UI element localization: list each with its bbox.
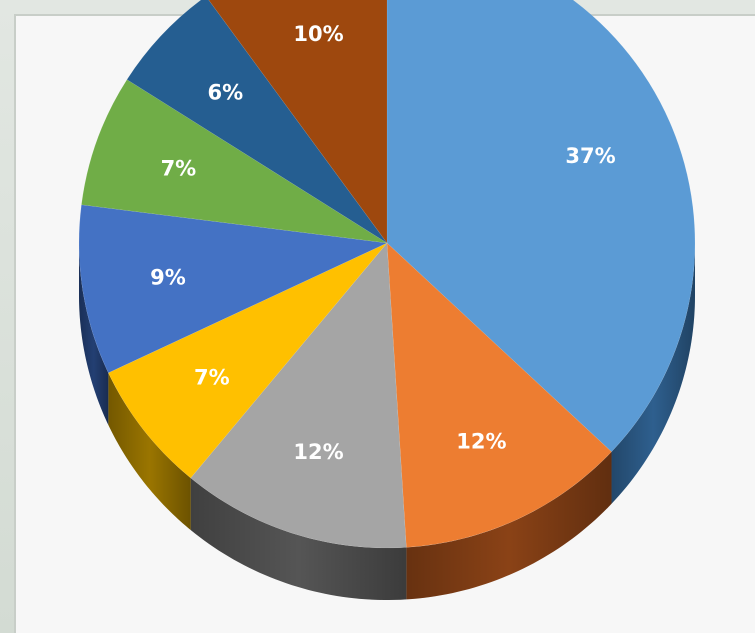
- pie-slice-0: [386, 0, 696, 453]
- pie-slice-label-2: 12%: [293, 440, 343, 464]
- pie-side-shade-4: [79, 243, 109, 425]
- pie-side-shade-3: [108, 372, 191, 531]
- pie-side-walls: [79, 243, 695, 600]
- pie-side-shade-0: [611, 243, 695, 504]
- pie-slice-label-7: 10%: [293, 22, 343, 46]
- pie-side-shade-1: [406, 451, 612, 600]
- pie-slice-label-1: 12%: [456, 430, 506, 454]
- pie-slice-6: [126, 0, 388, 244]
- pie-slice-3: [107, 242, 388, 479]
- pie-slice-label-5: 7%: [161, 157, 197, 181]
- pie-side-shade-2: [190, 478, 407, 600]
- pie-slice-1: [386, 242, 612, 548]
- pie-labels: 37% 12% 12% 7% 9% 7% 6% 10%: [150, 22, 615, 464]
- pie-top-slices: [78, 0, 696, 549]
- pie-slice-label-4: 9%: [150, 265, 186, 289]
- pie-slice-5: [81, 79, 388, 244]
- pie-slice-4: [78, 204, 388, 374]
- pie-slice-label-6: 6%: [207, 81, 243, 105]
- pie-slice-label-3: 7%: [194, 366, 230, 390]
- pie-slice-2: [190, 242, 407, 549]
- pie-slice-label-0: 37%: [565, 144, 615, 168]
- pie-slice-7: [208, 0, 388, 244]
